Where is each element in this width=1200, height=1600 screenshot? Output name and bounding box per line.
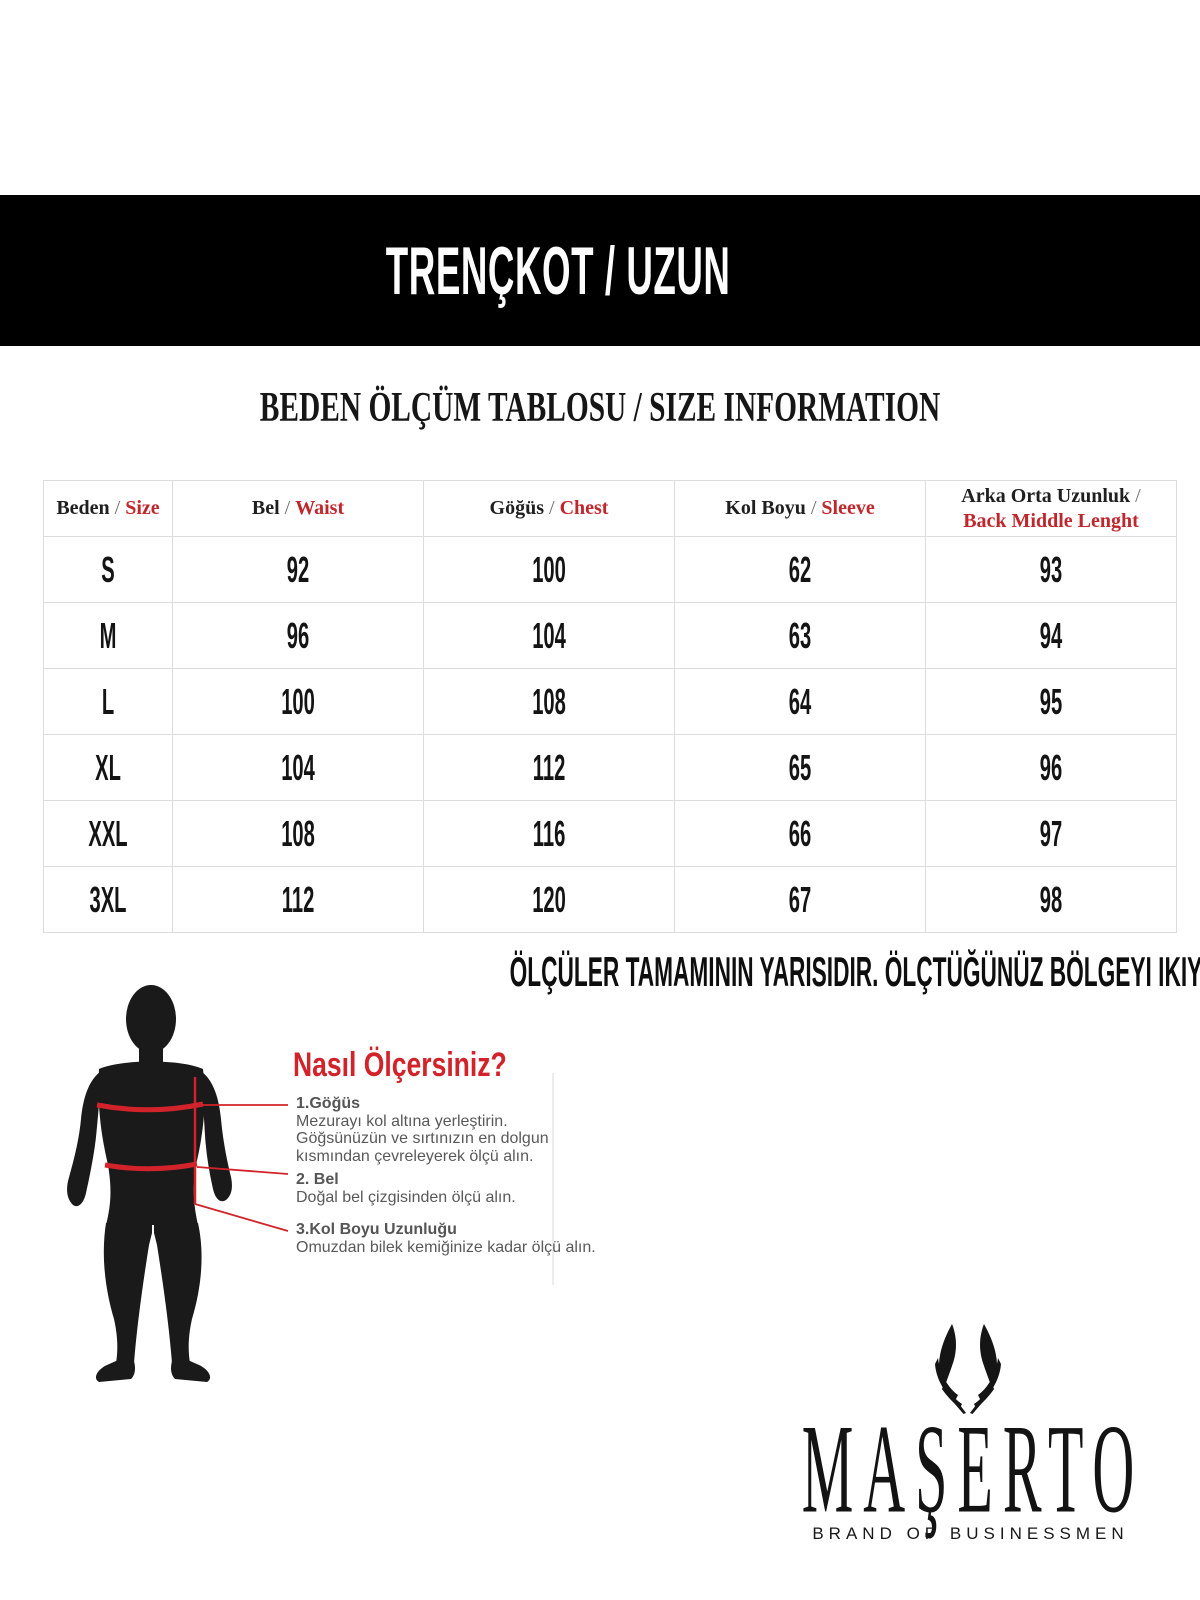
man-silhouette	[67, 985, 232, 1382]
brand-tagline: BRAND OF BUSINESSMEN	[812, 1524, 1129, 1543]
column-header-size: Beden / Size	[43, 480, 173, 537]
size-cell: 97	[925, 800, 1177, 867]
size-cell: 67	[674, 866, 926, 933]
sleeve-callout-line	[194, 1203, 289, 1232]
size-cell: 92	[172, 536, 424, 603]
guide-step-label: 1.Göğüs	[296, 1095, 361, 1112]
measuring-note: ÖLÇÜLER TAMAMININ YARISIDIR. ÖLÇTÜĞÜNÜZ …	[509, 948, 1200, 995]
size-cell: 108	[423, 668, 675, 735]
size-cell: 95	[925, 668, 1177, 735]
guide-step-1: 1.Göğüs Mezurayı kol altına yerleştirin. G…	[296, 1095, 626, 1165]
guide-step-line: Göğsünüzün ve sırtınızın en dolgun	[296, 1130, 549, 1147]
column-header-sleeve: Kol Boyu / Sleeve	[674, 480, 926, 537]
size-cell: 96	[925, 734, 1177, 801]
guide-step-line: Mezurayı kol altına yerleştirin.	[296, 1112, 508, 1130]
waist-callout-line	[196, 1166, 289, 1175]
size-cell: 104	[172, 734, 424, 801]
measuring-note-wrap: ÖLÇÜLER TAMAMININ YARISIDIR. ÖLÇTÜĞÜNÜZ …	[0, 948, 1200, 996]
column-header-waist: Bel / Waist	[172, 480, 424, 537]
size-row-l: L 100 108 64 95	[43, 668, 1177, 735]
size-cell: S	[43, 536, 173, 603]
guide-steps: 1.Göğüs Mezurayı kol altına yerleştirin. G…	[296, 1095, 626, 1256]
size-cell: 65	[674, 734, 926, 801]
size-row-3xl: 3XL 112 120 67 98	[43, 866, 1177, 933]
chest-measure-line	[96, 1101, 204, 1113]
size-cell: 100	[172, 668, 424, 735]
size-cell: 93	[925, 536, 1177, 603]
guide-step-label: 3.Kol Boyu Uzunluğu	[296, 1221, 457, 1238]
guide-step-2: 2. Bel Doğal bel çizgisinden ölçü alın.	[296, 1171, 626, 1206]
size-cell: 98	[925, 866, 1177, 933]
guide-step-label: 2. Bel	[296, 1171, 339, 1188]
size-cell: 66	[674, 800, 926, 867]
size-cell: 100	[423, 536, 675, 603]
size-cell: XL	[43, 734, 173, 801]
size-cell: 108	[172, 800, 424, 867]
guide-step-3: 3.Kol Boyu Uzunluğu Omuzdan bilek kemiğin…	[296, 1221, 626, 1256]
size-cell: 64	[674, 668, 926, 735]
guide-title: Nasıl Ölçersiniz?	[293, 1046, 507, 1084]
section-heading-wrap: BEDEN ÖLÇÜM TABLOSU / SIZE INFORMATION	[0, 384, 1200, 432]
guide-step-line: Omuzdan bilek kemiğinize kadar ölçü alın…	[296, 1238, 596, 1256]
size-row-xl: XL 104 112 65 96	[43, 734, 1177, 801]
section-heading: BEDEN ÖLÇÜM TABLOSU / SIZE INFORMATION	[259, 385, 941, 431]
size-cell: 116	[423, 800, 675, 867]
size-cell: 104	[423, 602, 675, 669]
body-silhouette-illustration	[67, 985, 554, 1382]
size-cell: 94	[925, 602, 1177, 669]
brand-wings-icon	[935, 1324, 1001, 1414]
size-cell: L	[43, 668, 173, 735]
product-title: TRENÇKOT / UZUN	[385, 232, 731, 309]
brand-wordmark: MAŞERTO	[801, 1397, 1145, 1541]
size-row-s: S 92 100 62 93	[43, 536, 1177, 603]
size-cell: M	[43, 602, 173, 669]
size-cell: 62	[674, 536, 926, 603]
size-cell: 120	[423, 866, 675, 933]
size-table-header: Beden / Size Bel / Waist Göğüs / Chest Kol …	[43, 480, 1177, 537]
column-header-back-middle-lenght: Arka Orta Uzunluk / Back Middle Lenght	[925, 480, 1177, 537]
size-cell: 96	[172, 602, 424, 669]
guide-step-line: Doğal bel çizgisinden ölçü alın.	[296, 1188, 516, 1206]
size-row-xxl: XXL 108 116 66 97	[43, 800, 1177, 867]
size-row-m: M 96 104 63 94	[43, 602, 1177, 669]
column-header-chest: Göğüs / Chest	[423, 480, 675, 537]
size-cell: 112	[172, 866, 424, 933]
size-cell: 63	[674, 602, 926, 669]
product-banner: TRENÇKOT / UZUN	[0, 195, 1200, 346]
size-table: Beden / Size Bel / Waist Göğüs / Chest Kol …	[43, 480, 1177, 933]
waist-measure-line	[104, 1161, 198, 1172]
size-cell: 112	[423, 734, 675, 801]
measurement-lines	[96, 1077, 289, 1232]
size-cell: 3XL	[43, 866, 173, 933]
size-cell: XXL	[43, 800, 173, 867]
guide-step-line: kısmından çevreleyerek ölçü alın.	[296, 1147, 534, 1165]
